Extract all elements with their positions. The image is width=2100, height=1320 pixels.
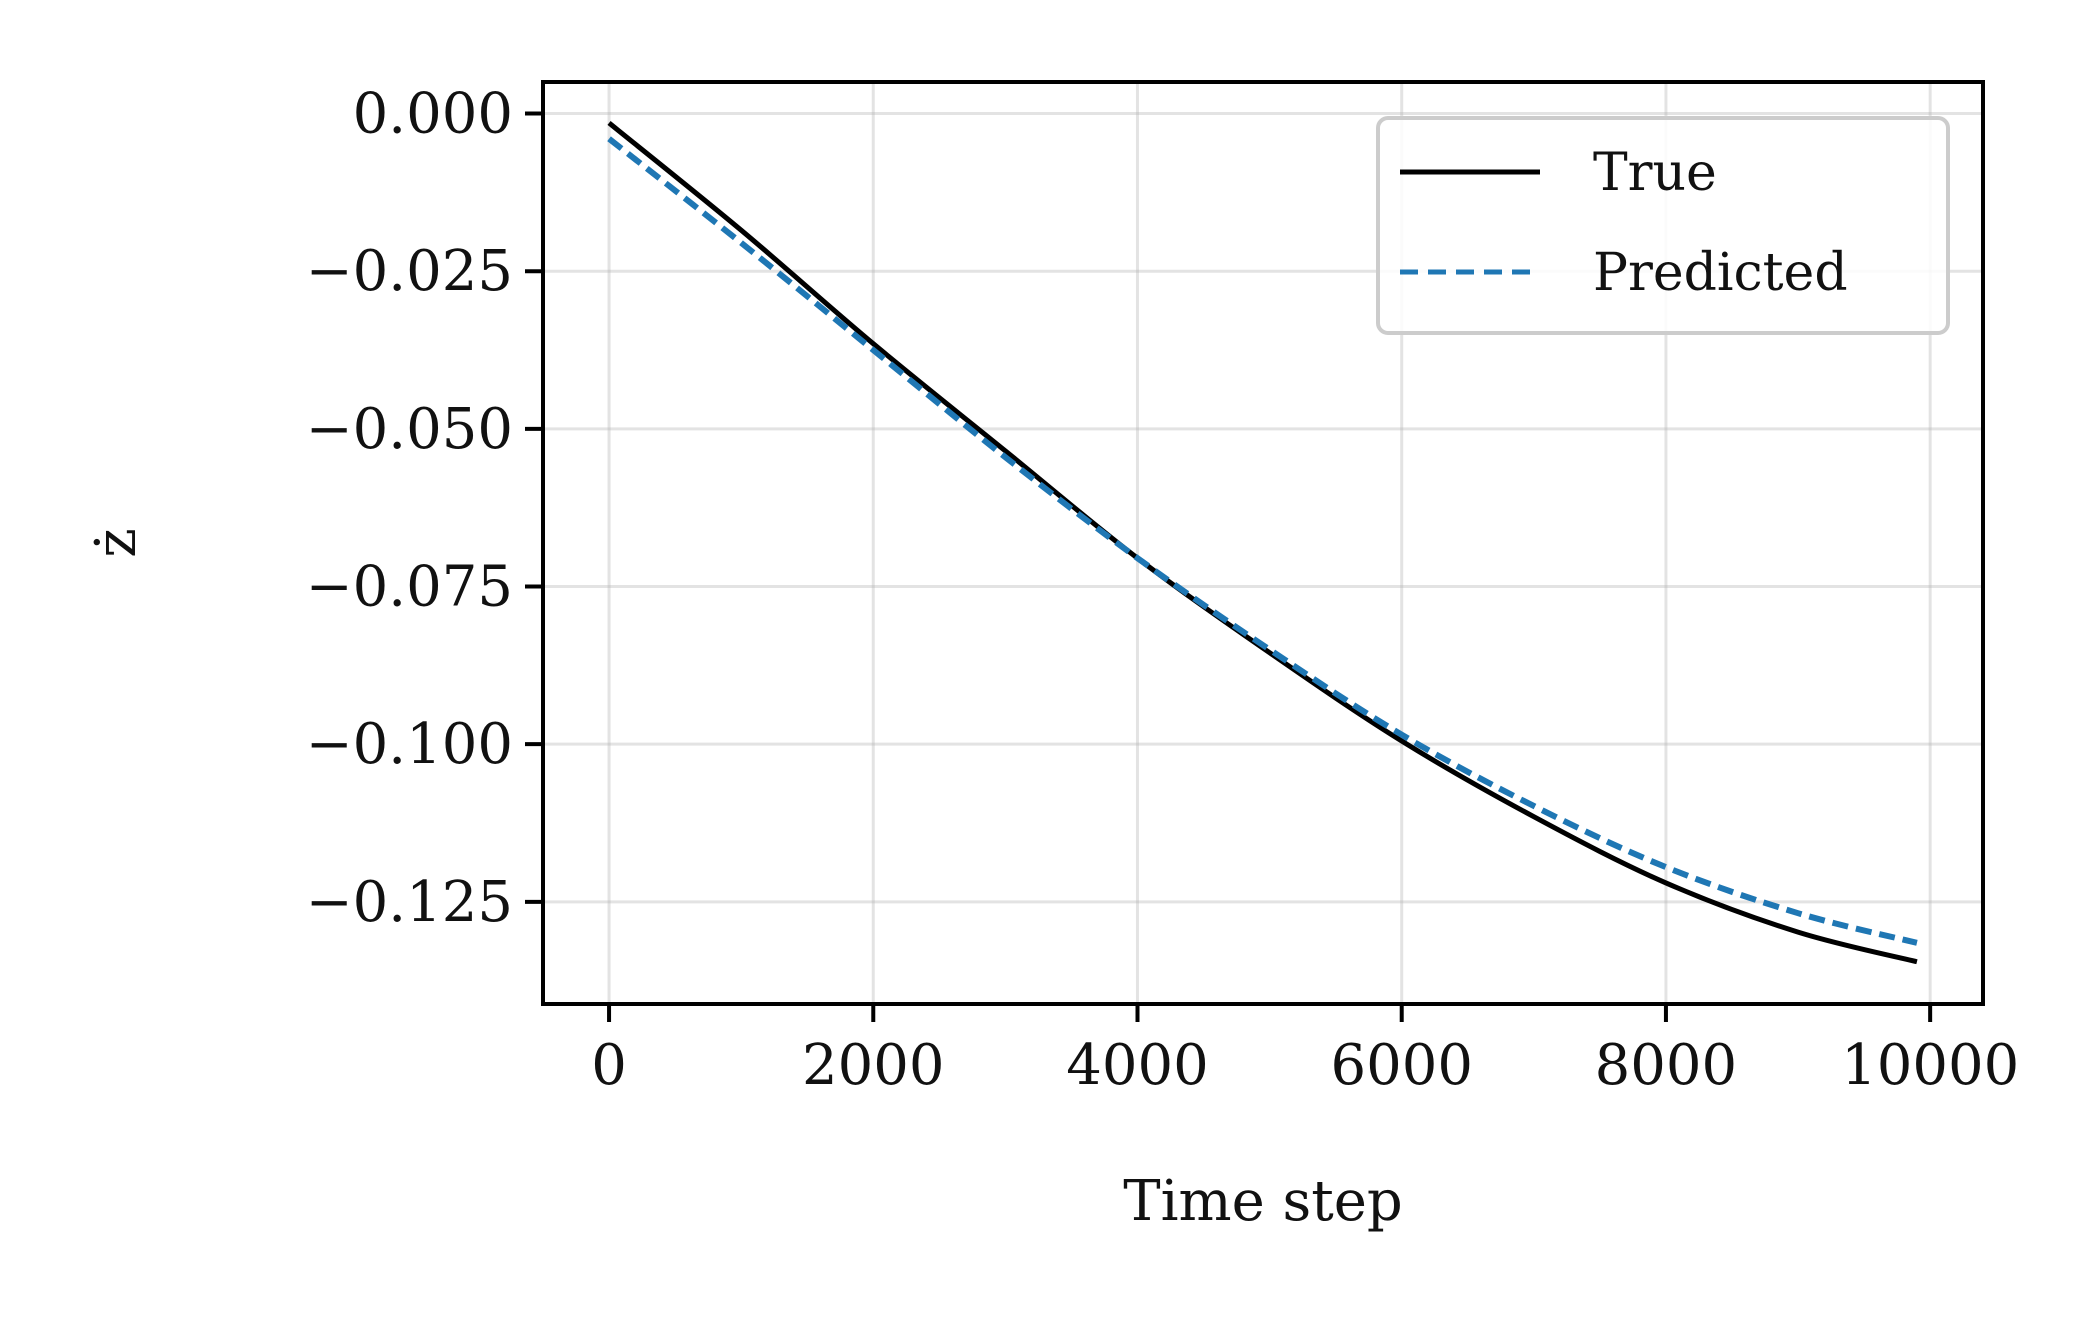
plot-frame: [541, 80, 1985, 1006]
y-tick-label: −0.075: [306, 555, 513, 620]
x-tick-label: 0: [591, 1033, 627, 1098]
x-tick-label: 8000: [1595, 1033, 1738, 1098]
y-tick-label: 0.000: [353, 82, 513, 147]
y-tick-label: −0.025: [306, 239, 513, 304]
x-tick-label: 10000: [1841, 1033, 2019, 1098]
y-axis-ticks: 0.000 −0.025 −0.050 −0.075 −0.100 −0.125: [306, 82, 543, 935]
legend-label-predicted: Predicted: [1593, 243, 1848, 303]
y-axis-label: ż: [84, 528, 149, 558]
y-tick-label: −0.100: [306, 712, 513, 777]
x-tick-label: 6000: [1330, 1033, 1473, 1098]
series-line-predicted: [607, 136, 1918, 946]
y-tick-label: −0.125: [306, 870, 513, 935]
x-tick-label: 2000: [802, 1033, 945, 1098]
y-tick-label: −0.050: [306, 397, 513, 462]
x-tick-label: 4000: [1066, 1033, 1209, 1098]
x-axis-label: Time step: [1123, 1169, 1403, 1234]
series-layer: [607, 121, 1918, 965]
series-line-true: [607, 121, 1918, 965]
legend-label-true: True: [1593, 143, 1717, 203]
legend: True Predicted: [1376, 116, 1950, 335]
x-axis-ticks: 0 2000 4000 6000 8000 10000: [591, 1004, 2019, 1098]
